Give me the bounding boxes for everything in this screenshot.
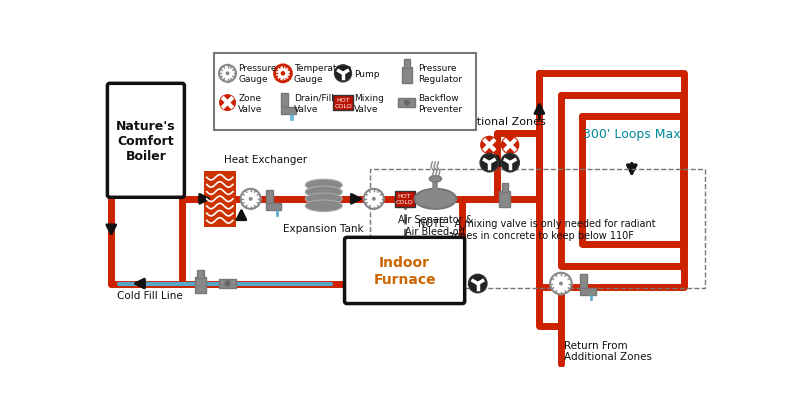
Text: Return From
Additional Zones: Return From Additional Zones: [564, 340, 652, 361]
Bar: [403, 60, 410, 69]
Text: Mixing
Valve: Mixing Valve: [354, 93, 384, 113]
Circle shape: [469, 275, 487, 293]
Bar: [500, 192, 510, 207]
Text: Expansion Tank: Expansion Tank: [284, 224, 364, 234]
Circle shape: [508, 162, 511, 165]
Ellipse shape: [305, 180, 342, 191]
Circle shape: [372, 197, 376, 201]
Bar: [281, 94, 288, 108]
Text: Pressure
Regulator: Pressure Regulator: [418, 64, 462, 84]
Circle shape: [225, 72, 229, 76]
Bar: [266, 190, 273, 204]
Bar: [580, 275, 587, 288]
Text: HOT: HOT: [336, 98, 350, 103]
Bar: [203, 172, 236, 227]
Bar: [333, 96, 353, 111]
Circle shape: [501, 136, 519, 155]
Text: Nature's
Comfort
Boiler: Nature's Comfort Boiler: [116, 119, 176, 162]
Circle shape: [559, 282, 563, 286]
Bar: [281, 108, 296, 115]
Bar: [402, 68, 412, 83]
Circle shape: [480, 136, 499, 155]
Circle shape: [403, 100, 410, 107]
Ellipse shape: [414, 190, 456, 209]
Text: Pressure
Gauge: Pressure Gauge: [238, 64, 277, 84]
Text: Drain/Fill
Valve: Drain/Fill Valve: [294, 93, 333, 113]
Circle shape: [219, 95, 236, 112]
Text: Cold Fill Line: Cold Fill Line: [117, 290, 183, 300]
Text: Indoor
Furnace: Indoor Furnace: [374, 256, 436, 286]
Circle shape: [341, 73, 344, 76]
Circle shape: [476, 282, 479, 285]
FancyBboxPatch shape: [107, 84, 184, 198]
Circle shape: [488, 162, 491, 165]
Text: NOTE:  A mixing valve is only needed for radiant
          zones in concrete to : NOTE: A mixing valve is only needed for …: [418, 218, 656, 240]
Text: Additional Zones: Additional Zones: [452, 116, 546, 126]
Circle shape: [274, 66, 292, 83]
Circle shape: [249, 197, 252, 201]
Text: Backflow
Preventer: Backflow Preventer: [418, 93, 462, 113]
Text: Heat Exchanger: Heat Exchanger: [224, 154, 307, 164]
Ellipse shape: [305, 200, 342, 212]
Bar: [195, 278, 206, 293]
Circle shape: [550, 273, 572, 294]
Text: Pump: Pump: [354, 70, 379, 78]
Circle shape: [225, 281, 231, 287]
Ellipse shape: [429, 176, 441, 183]
Circle shape: [501, 154, 519, 173]
Text: COLD: COLD: [396, 200, 414, 205]
Bar: [219, 279, 236, 288]
Bar: [502, 184, 507, 192]
Ellipse shape: [305, 187, 342, 198]
Circle shape: [240, 190, 261, 209]
Text: COLD: COLD: [334, 104, 352, 109]
Text: HOT: HOT: [398, 194, 411, 199]
Ellipse shape: [305, 194, 342, 205]
Text: Zone
Valve: Zone Valve: [238, 93, 263, 113]
Text: 300' Loops Max: 300' Loops Max: [583, 128, 681, 140]
Circle shape: [335, 66, 351, 83]
FancyBboxPatch shape: [344, 238, 465, 304]
Circle shape: [364, 190, 384, 209]
Circle shape: [219, 66, 236, 83]
Text: Air Separator &
Air Bleed-off: Air Separator & Air Bleed-off: [398, 215, 473, 236]
Bar: [214, 53, 476, 130]
Bar: [580, 288, 596, 295]
Text: Temperature
Gauge: Temperature Gauge: [294, 64, 351, 84]
Circle shape: [281, 72, 285, 76]
Bar: [399, 99, 415, 108]
Bar: [198, 270, 203, 278]
Bar: [395, 192, 414, 207]
Circle shape: [480, 154, 499, 173]
Bar: [266, 204, 281, 211]
